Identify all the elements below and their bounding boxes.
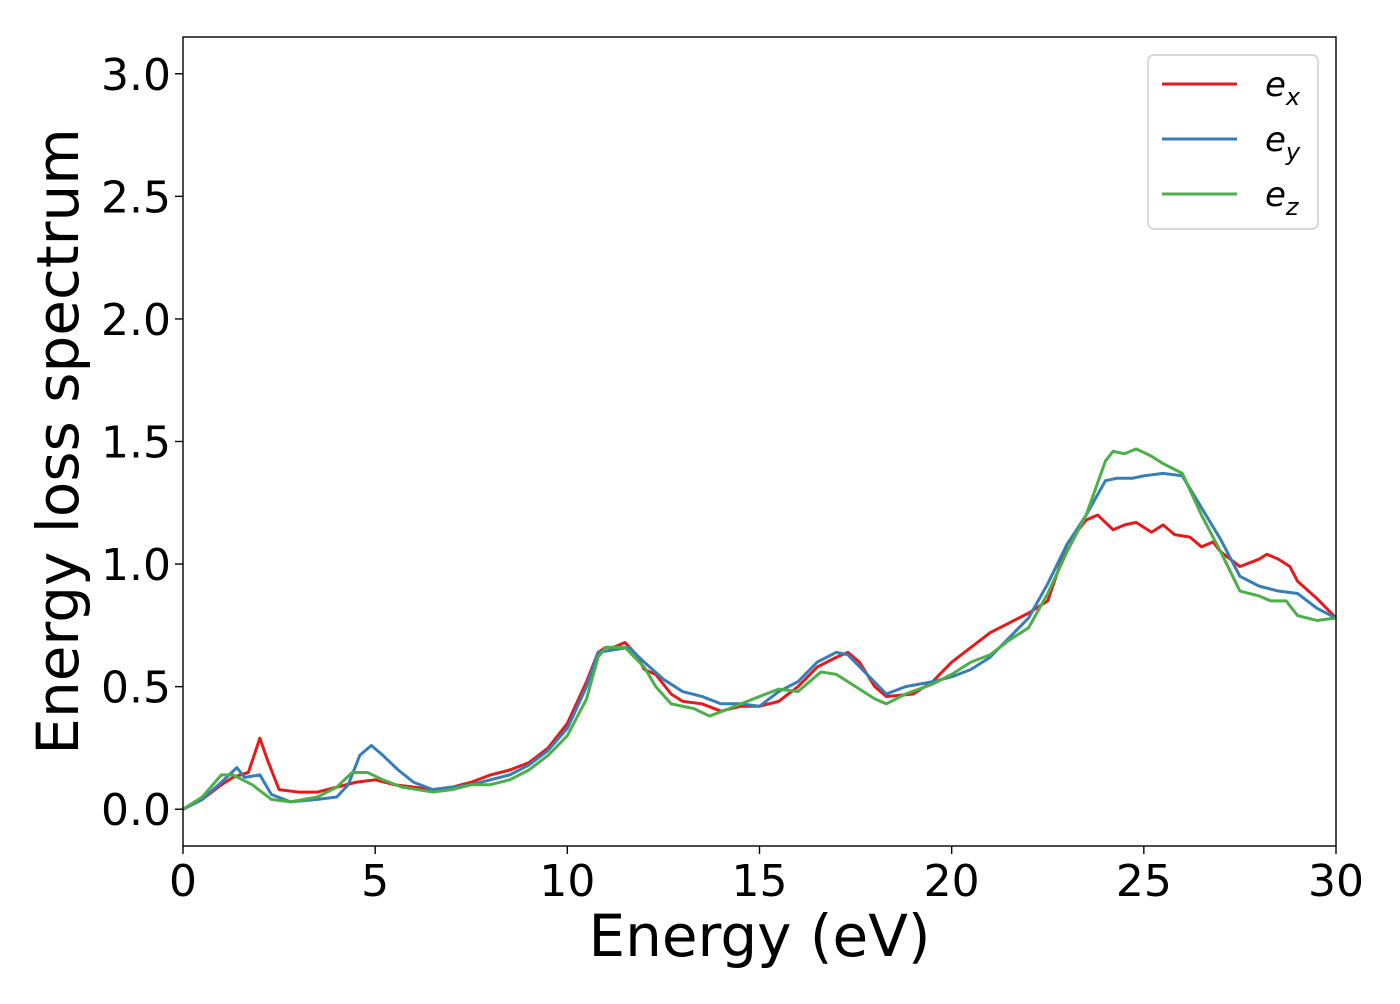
y-tick-label: 2.5 — [101, 172, 171, 223]
y-tick-label: 0.5 — [101, 663, 171, 714]
y-tick-label: 3.0 — [101, 50, 171, 101]
x-tick-label: 10 — [539, 856, 595, 907]
y-axis-label: Energy loss spectrum — [24, 128, 92, 754]
y-tick-label: 1.0 — [101, 540, 171, 591]
y-tick-label: 0.0 — [101, 785, 171, 836]
y-tick-label: 2.0 — [101, 295, 171, 346]
x-tick-label: 0 — [169, 856, 197, 907]
tick-layer: 0 5 10 15 20 25 30 0.0 0.5 1.0 1.5 2.0 2.5 3.0 — [101, 50, 1364, 907]
x-tick-label: 5 — [361, 856, 389, 907]
x-tick-label: 20 — [924, 856, 980, 907]
x-axis-label: Energy (eV) — [588, 902, 930, 970]
x-tick-label: 25 — [1116, 856, 1172, 907]
x-tick-label: 30 — [1308, 856, 1364, 907]
x-tick-label: 15 — [732, 856, 788, 907]
series-layer — [183, 447, 1336, 811]
y-tick-label: 1.5 — [101, 418, 171, 469]
legend-box — [1147, 54, 1319, 230]
series-line-ey — [183, 471, 1336, 811]
series-line-ez — [183, 447, 1336, 811]
series-line-ex — [183, 513, 1336, 811]
